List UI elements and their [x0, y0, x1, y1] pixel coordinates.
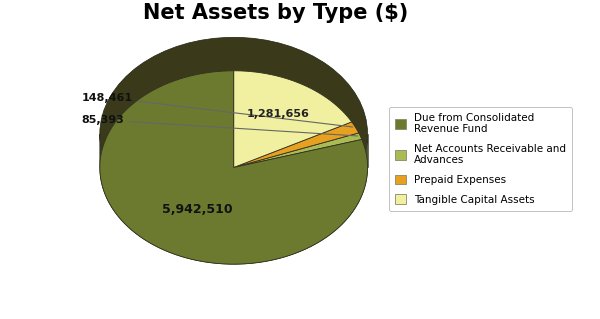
Text: 85,393: 85,393: [81, 115, 358, 136]
Text: 5,942,510: 5,942,510: [163, 203, 233, 216]
Title: Net Assets by Type ($): Net Assets by Type ($): [143, 3, 408, 23]
Ellipse shape: [100, 37, 368, 231]
Text: 148,461: 148,461: [81, 93, 353, 127]
Polygon shape: [100, 134, 368, 264]
Legend: Due from Consolidated
Revenue Fund, Net Accounts Receivable and
Advances, Prepai: Due from Consolidated Revenue Fund, Net …: [389, 107, 572, 211]
Polygon shape: [233, 71, 352, 167]
Text: 1,281,656: 1,281,656: [247, 108, 310, 119]
Polygon shape: [233, 122, 359, 167]
Polygon shape: [233, 133, 362, 167]
Polygon shape: [100, 71, 368, 264]
